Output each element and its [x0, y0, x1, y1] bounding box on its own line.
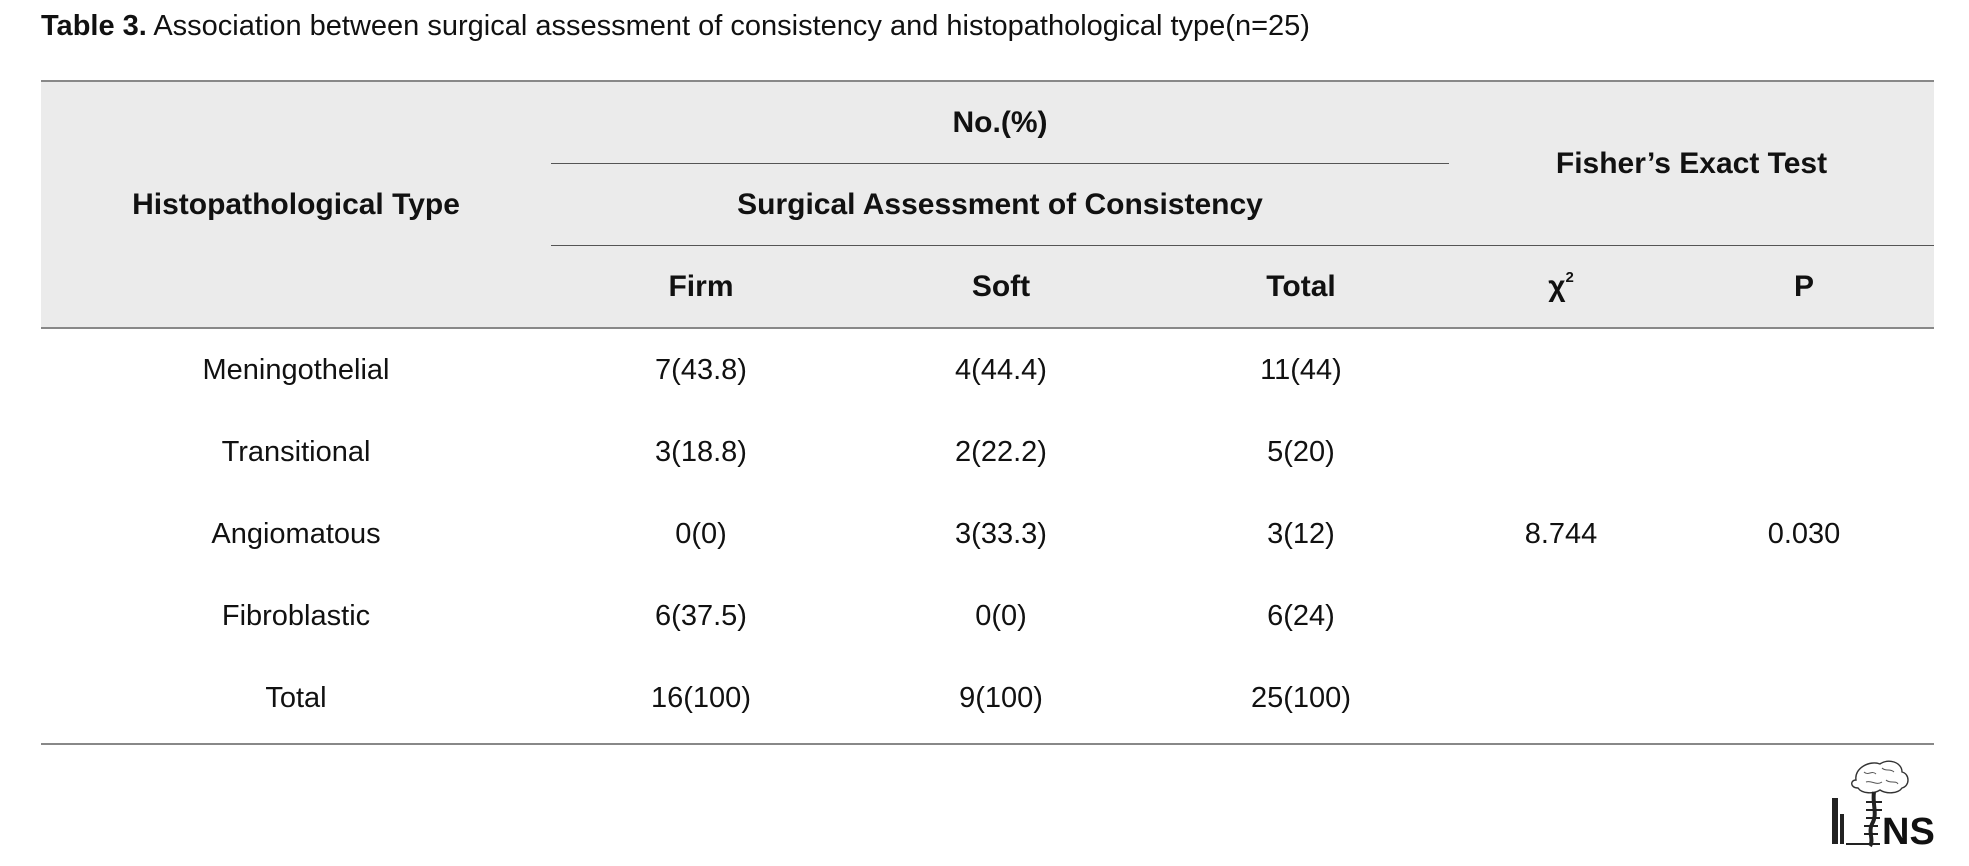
ins-brain-logo-icon: NS [1826, 758, 1935, 853]
table-row: Fibroblastic 6(37.5) 0(0) 6(24) [41, 575, 1934, 657]
cell-type: Angiomatous [211, 518, 381, 550]
header-rule-2 [551, 245, 1934, 246]
chi-superscript: 2 [1565, 269, 1574, 286]
header-col-firm: Firm [668, 270, 734, 303]
header-col-soft: Soft [971, 270, 1031, 303]
caption-text: Association between surgical assessment … [153, 10, 1310, 42]
cell-soft: 3(33.3) [955, 518, 1047, 550]
cell-soft: 2(22.2) [955, 436, 1047, 468]
cell-firm: 6(37.5) [655, 600, 747, 632]
header-surgical-assessment: Surgical Assessment of Consistency [737, 188, 1263, 221]
caption-label: Table 3. [41, 10, 147, 42]
logo-text: NS [1882, 811, 1934, 848]
cell-firm: 3(18.8) [655, 436, 747, 468]
data-table: Histopathological Type No.(%) Surgical A… [41, 80, 1934, 745]
header-no-percent: No.(%) [952, 106, 1048, 139]
cell-soft: 0(0) [975, 600, 1027, 632]
header-col-p: P [1793, 270, 1814, 303]
table-row: Meningothelial 7(43.8) 4(44.4) 11(44) [41, 329, 1934, 411]
header-histopathological-type: Histopathological Type [132, 188, 460, 221]
p-value: 0.030 [1767, 518, 1841, 550]
cell-type: Transitional [221, 436, 371, 468]
cell-firm: 16(100) [651, 682, 751, 714]
chi-square-value: 8.744 [1524, 518, 1598, 550]
chi-symbol: χ [1548, 270, 1566, 303]
table-row-total: Total 16(100) 9(100) 25(100) [41, 657, 1934, 739]
cell-total: 25(100) [1251, 682, 1351, 714]
header-fishers-exact-test: Fisher’s Exact Test [1555, 147, 1828, 180]
cell-total: 3(12) [1267, 518, 1335, 550]
header-col-chi-square: χ2 [1511, 267, 1611, 307]
cell-soft: 4(44.4) [955, 354, 1047, 386]
table-header: Histopathological Type No.(%) Surgical A… [41, 80, 1934, 329]
cell-firm: 0(0) [675, 518, 727, 550]
table-body: Meningothelial 7(43.8) 4(44.4) 11(44) Tr… [41, 329, 1934, 745]
cell-total: 11(44) [1260, 354, 1342, 386]
table-caption: Table 3. Association between surgical as… [41, 6, 1310, 46]
cell-total: 5(20) [1267, 436, 1335, 468]
header-col-total: Total [1266, 270, 1336, 303]
table-row: Angiomatous 0(0) 3(33.3) 3(12) [41, 493, 1934, 575]
cell-type: Meningothelial [202, 354, 390, 386]
cell-firm: 7(43.8) [655, 354, 747, 386]
cell-soft: 9(100) [959, 682, 1043, 714]
table-row: Transitional 3(18.8) 2(22.2) 5(20) [41, 411, 1934, 493]
cell-type: Fibroblastic [221, 600, 371, 632]
cell-total: 6(24) [1267, 600, 1335, 632]
header-rule-1 [551, 163, 1449, 164]
cell-type: Total [265, 682, 327, 714]
